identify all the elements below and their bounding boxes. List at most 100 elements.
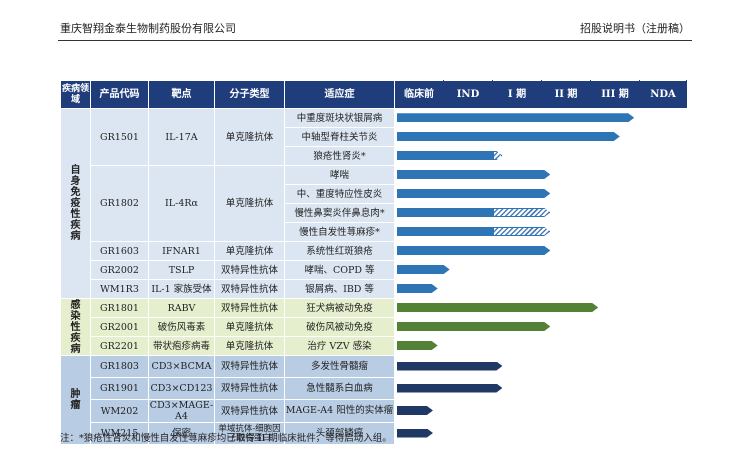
company-name: 重庆智翔金泰生物制药股份有限公司	[60, 22, 236, 35]
table-row: GR2201 带状疱疹病毒 单克隆抗体 治疗 VZV 感染	[61, 336, 687, 356]
table-row: GR1603 IFNAR1 单克隆抗体 系统性红斑狼疮	[61, 241, 687, 261]
table-header-row: 疾病领域 产品代码 靶点 分子类型 适应症 临床前 IND I 期 II 期 I…	[60, 80, 687, 109]
target: 带状疱疹病毒	[148, 336, 215, 356]
footnote: 注：*狼疮性肾炎和慢性自发性荨麻疹均已取得 II 期临床批件，等待启动入组。	[60, 433, 392, 444]
stage-track	[394, 298, 687, 318]
indication: 银屑病、IBD 等	[284, 279, 395, 299]
molecule-type: 双特异性抗体	[214, 355, 285, 378]
stage-track	[394, 279, 687, 299]
table-row: GR2001 破伤风毒素 单克隆抗体 破伤风被动免疫	[61, 317, 687, 337]
molecule-type: 双特异性抗体	[214, 377, 285, 400]
table-row: 感染性疾病 GR1801 RABV 双特异性抗体 狂犬病被动免疫	[60, 298, 687, 356]
col-phase1: I 期	[492, 80, 542, 109]
molecule-type: 单克隆抗体	[214, 165, 285, 242]
product-code: GR1501	[90, 108, 149, 166]
table-row: 慢性自发性荨麻疹*	[61, 222, 687, 242]
progress-bar	[397, 362, 502, 371]
stage-track	[394, 241, 687, 261]
stage-track	[394, 355, 687, 378]
progress-bar	[397, 113, 634, 122]
progress-bar	[397, 303, 598, 312]
page-header: 重庆智翔金泰生物制药股份有限公司 招股说明书（注册稿）	[58, 14, 692, 41]
area-oncology: 肿瘤	[60, 355, 91, 445]
table-row: 肿瘤 GR1803 CD3×BCMA 双特异性抗体 多发性骨髓瘤	[60, 355, 687, 445]
product-code: GR2201	[90, 336, 149, 356]
stage-track	[394, 260, 687, 280]
progress-bar-pending	[493, 151, 503, 160]
table-row: WM202 CD3×MAGE-A4 双特异性抗体 MAGE-A4 阳性的实体瘤	[61, 399, 687, 423]
progress-bar	[397, 170, 550, 179]
table-row: WM1R3 IL-1 家族受体 双特异性抗体 银屑病、IBD 等	[61, 279, 687, 299]
table-row: 中轴型脊柱关节炎	[61, 127, 687, 147]
document-title: 招股说明书（注册稿）	[580, 22, 690, 35]
col-type: 分子类型	[214, 80, 285, 109]
target: IL-4Rα	[148, 165, 215, 242]
molecule-type: 单克隆抗体	[214, 336, 285, 356]
indication: 急性髓系白血病	[284, 377, 395, 400]
target: CD3×CD123	[148, 377, 215, 400]
stage-track	[394, 399, 687, 423]
product-code: GR1603	[90, 241, 149, 261]
table-row: GR1802 IL-4Rα 单克隆抗体 哮喘	[61, 165, 687, 242]
progress-bar	[397, 284, 438, 293]
col-target: 靶点	[148, 80, 215, 109]
indication: 治疗 VZV 感染	[284, 336, 395, 356]
progress-bar	[397, 246, 550, 255]
indication: 慢性鼻窦炎伴鼻息肉*	[284, 203, 395, 223]
indication: 中、重度特应性皮炎	[284, 184, 395, 204]
progress-bar	[397, 132, 620, 141]
stage-track	[394, 203, 687, 223]
product-code: GR2002	[90, 260, 149, 280]
indication: 狼疮性肾炎*	[284, 146, 395, 166]
progress-bar	[397, 189, 550, 198]
product-code: WM1R3	[90, 279, 149, 299]
product-code: GR1801	[90, 298, 149, 318]
stage-track	[394, 336, 687, 356]
col-nda: NDA	[639, 80, 687, 109]
indication: MAGE-A4 阳性的实体瘤	[284, 399, 395, 423]
table-row: 慢性鼻窦炎伴鼻息肉*	[61, 203, 687, 223]
table-row: WM215 保密 单域抗体-细胞因子融合蛋白 头颈部鳞癌	[61, 422, 687, 445]
molecule-type: 双特异性抗体	[214, 298, 285, 318]
indication: 中轴型脊柱关节炎	[284, 127, 395, 147]
col-phase2: II 期	[541, 80, 591, 109]
col-phase3: III 期	[590, 80, 640, 109]
stage-track	[394, 146, 687, 166]
stage-track	[394, 317, 687, 337]
col-indication: 适应症	[284, 80, 395, 109]
stage-track	[394, 422, 687, 445]
target: RABV	[148, 298, 215, 318]
target: TSLP	[148, 260, 215, 280]
progress-bar	[397, 151, 493, 160]
progress-bar-pending	[493, 208, 551, 217]
target: IL-1 家族受体	[148, 279, 215, 299]
progress-bar	[397, 406, 433, 415]
progress-bar	[397, 322, 550, 331]
area-infectious: 感染性疾病	[60, 298, 91, 356]
col-ind: IND	[443, 80, 493, 109]
progress-bar	[397, 384, 502, 393]
indication: 系统性红斑狼疮	[284, 241, 395, 261]
molecule-type: 双特异性抗体	[214, 399, 285, 423]
area-autoimmune: 自身免疫性疾病	[60, 108, 91, 299]
product-code: WM202	[90, 399, 149, 423]
stage-track	[394, 165, 687, 185]
target: 保密	[148, 422, 215, 445]
molecule-type: 双特异性抗体	[214, 279, 285, 299]
progress-bar	[397, 227, 493, 236]
stage-track	[394, 377, 687, 400]
progress-bar	[397, 208, 493, 217]
indication: 哮喘、COPD 等	[284, 260, 395, 280]
stage-track	[394, 222, 687, 242]
target: IFNAR1	[148, 241, 215, 261]
progress-bar	[397, 265, 450, 274]
target: CD3×BCMA	[148, 355, 215, 378]
col-preclinical: 临床前	[394, 80, 444, 109]
product-code: GR1803	[90, 355, 149, 378]
stage-track	[394, 184, 687, 204]
molecule-type: 单克隆抗体	[214, 317, 285, 337]
indication: 中重度斑块状银屑病	[284, 108, 395, 128]
indication: 狂犬病被动免疫	[284, 298, 395, 318]
table-row: 狼疮性肾炎*	[61, 146, 687, 166]
product-code: GR1901	[90, 377, 149, 400]
